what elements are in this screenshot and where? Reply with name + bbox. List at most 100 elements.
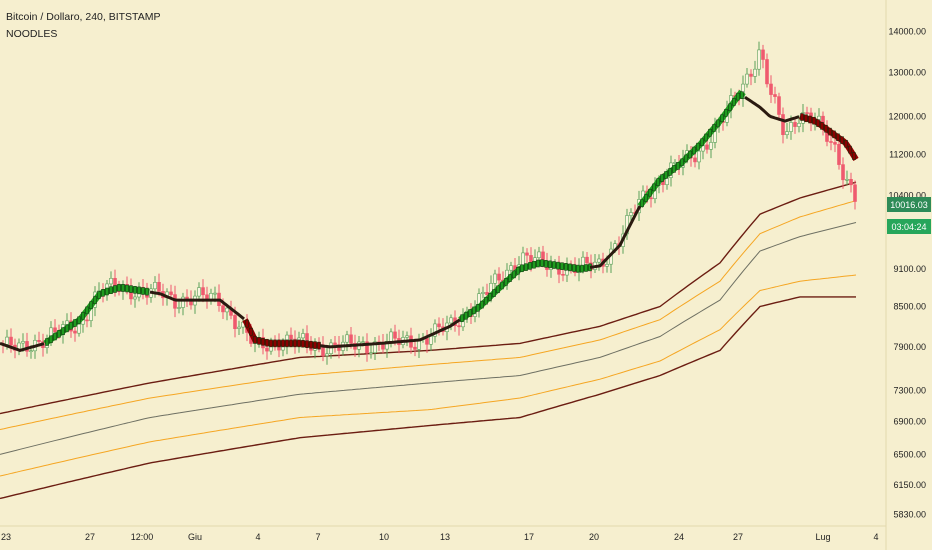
candle-body (805, 112, 809, 114)
candle-body (485, 291, 489, 295)
candle-body (493, 273, 497, 284)
noodle-brick (704, 133, 708, 142)
candle-body (757, 49, 761, 70)
noodle-brick (265, 338, 269, 347)
noodle-brick (824, 124, 828, 133)
noodle-brick (277, 339, 281, 348)
price-tick-label: 5830.00 (893, 509, 926, 519)
candle-body (793, 122, 797, 127)
ema-band-2 (0, 222, 857, 455)
noodle-brick (552, 261, 556, 269)
noodle-brick (516, 266, 520, 275)
candle-body (237, 326, 241, 329)
noodle-brick (137, 286, 141, 295)
noodle-brick (728, 103, 732, 112)
noodle-brick (273, 339, 277, 348)
noodle-brick (460, 314, 464, 323)
candle-body (201, 287, 205, 296)
candle-body (369, 352, 373, 355)
noodle-brick (584, 264, 588, 272)
price-axis[interactable]: 14000.00 13000.00 12000.00 11200.00 10400.00… (885, 0, 926, 550)
noodle-brick (708, 128, 712, 137)
candle-body (833, 142, 837, 145)
noodle-brick (644, 194, 648, 202)
candle-body (181, 296, 185, 308)
candle-body (849, 179, 853, 186)
noodle-brick (93, 296, 97, 304)
noodle-brick (828, 127, 832, 136)
candle-body (389, 331, 393, 342)
candle-body (325, 353, 329, 357)
noodle-brick (500, 281, 504, 290)
candle-body (169, 291, 173, 295)
bands-layer (0, 181, 857, 500)
noodle-brick (852, 152, 856, 160)
indicator-title[interactable]: NOODLES (6, 28, 58, 40)
noodle-brick (844, 139, 848, 148)
noodle-brick (492, 289, 496, 297)
noodle-brick (548, 260, 552, 269)
candle-body (649, 197, 653, 200)
price-tick-label: 13000.00 (888, 67, 926, 77)
price-tick-label: 7300.00 (893, 385, 926, 395)
noodle-brick (488, 293, 492, 301)
time-axis[interactable]: 23 27 12:00 Giu 4 7 10 13 17 20 24 27 Lug 4 (0, 525, 886, 542)
noodle-brick (720, 114, 724, 123)
candle-body (225, 307, 229, 313)
noodle-brick (512, 270, 516, 279)
noodle-brick (532, 260, 536, 269)
noodle-brick (836, 133, 840, 142)
time-tick-label: 4 (255, 532, 260, 542)
candle-body (77, 323, 81, 334)
noodle-brick (848, 145, 852, 154)
noodle-brick (800, 113, 804, 121)
noodle-brick (740, 91, 744, 99)
noodle-brick (692, 146, 696, 155)
noodle-brick (684, 154, 688, 163)
candle-body (709, 142, 713, 150)
candle-body (289, 334, 293, 340)
candle-body (405, 335, 409, 338)
noodle-brick (141, 287, 145, 295)
candle-body (73, 330, 77, 334)
price-tick-label: 12000.00 (888, 111, 926, 121)
ema-band-0 (0, 181, 857, 415)
noodle-brick (544, 260, 548, 268)
candle-body (705, 144, 709, 150)
noodle-brick (145, 287, 149, 296)
candle-body (765, 59, 769, 85)
time-tick-label: 24 (674, 532, 684, 542)
noodle-brick (285, 339, 289, 348)
candle-body (25, 341, 29, 352)
candle-body (365, 341, 369, 354)
candle-body (233, 315, 237, 329)
noodle-brick (309, 340, 313, 349)
candle-body (785, 131, 789, 136)
price-tick-label: 6500.00 (893, 449, 926, 459)
candle-body (9, 336, 13, 346)
candle-body (53, 327, 57, 332)
price-tick-label: 6900.00 (893, 417, 926, 427)
symbol-title[interactable]: Bitcoin / Dollaro, 240, BITSTAMP (6, 11, 161, 23)
noodle-brick (640, 199, 644, 208)
noodle-brick (121, 284, 125, 292)
candle-body (425, 338, 429, 345)
noodle-brick (732, 98, 736, 106)
noodle-brick (269, 339, 273, 348)
price-tick-label: 8500.00 (893, 302, 926, 312)
candle-body (433, 323, 437, 337)
candle-body (373, 341, 377, 353)
candle-body (837, 144, 841, 165)
candle-body (693, 157, 697, 163)
noodle-brick (540, 259, 544, 267)
noodle-brick (253, 336, 257, 344)
time-tick-label: Giu (188, 532, 202, 542)
noodle-brick (109, 286, 113, 294)
countdown-label: 03:04:24 (891, 222, 926, 232)
candle-body (429, 335, 433, 345)
candle-body (605, 263, 609, 267)
candle-body (509, 265, 513, 271)
price-tick-label: 14000.00 (888, 26, 926, 36)
